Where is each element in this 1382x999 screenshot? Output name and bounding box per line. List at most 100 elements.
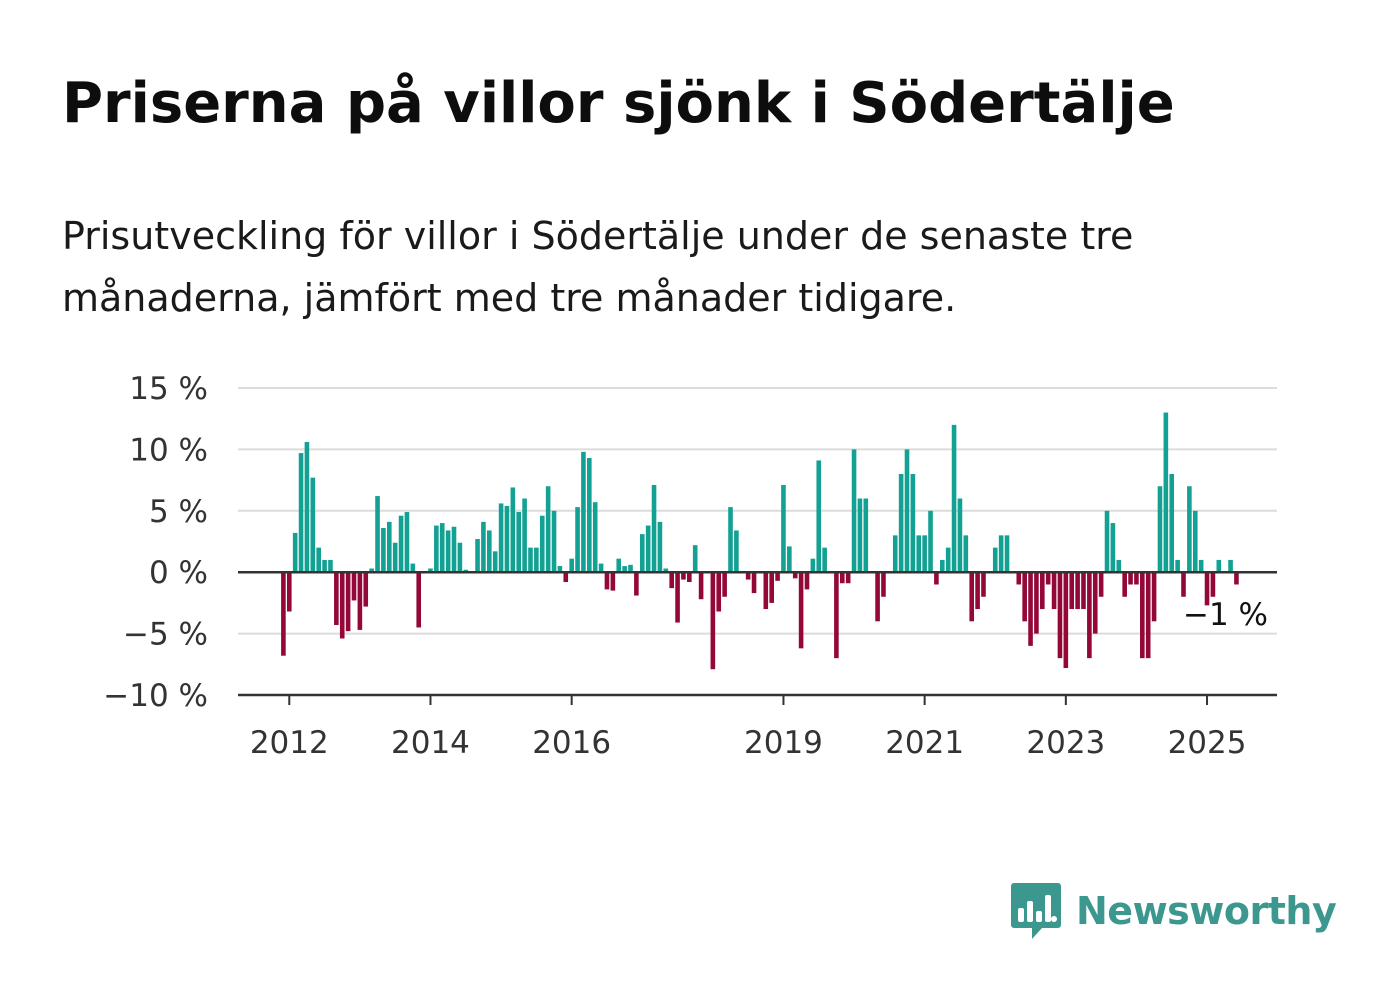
bar — [545, 486, 551, 573]
bar — [969, 572, 975, 622]
bar — [357, 572, 363, 630]
bar — [916, 535, 922, 573]
y-axis-ticks: 15 % 10 % 5 % 0 % −5 % −10 % — [103, 371, 208, 714]
bar — [316, 547, 321, 573]
bar — [734, 530, 739, 573]
bar — [781, 485, 786, 573]
bar — [839, 572, 845, 584]
bar — [1087, 572, 1092, 659]
bar — [1022, 572, 1027, 622]
bar — [728, 507, 733, 573]
bar — [975, 572, 980, 610]
newsworthy-logo: Newsworthy — [1010, 880, 1337, 942]
bar — [910, 473, 916, 573]
bar — [1204, 572, 1210, 606]
bar — [792, 572, 798, 579]
bar — [934, 572, 939, 585]
bar — [451, 526, 457, 573]
y-tick-label: 0 % — [149, 555, 208, 591]
y-tick-label: −10 % — [103, 678, 208, 714]
bar — [328, 559, 333, 573]
bar — [787, 546, 792, 573]
bar — [810, 558, 816, 573]
bar — [1228, 559, 1233, 573]
bar — [598, 563, 604, 573]
bar — [1187, 486, 1192, 573]
bar — [992, 547, 998, 573]
bar — [428, 568, 433, 573]
bar — [1151, 572, 1157, 622]
bar — [1116, 559, 1122, 573]
x-tick-label: 2021 — [885, 725, 964, 761]
bar — [851, 449, 857, 573]
last-value-label: −1 % — [1183, 597, 1268, 633]
bar — [457, 542, 463, 573]
bar — [898, 473, 904, 573]
bar — [604, 572, 610, 590]
bar — [369, 568, 374, 573]
bar — [1081, 572, 1086, 610]
bar — [769, 572, 774, 603]
bar — [1169, 473, 1175, 573]
bar — [722, 572, 727, 597]
bar — [575, 507, 580, 573]
x-axis-ticks: 2012 2014 2016 2019 2021 2023 2025 — [250, 695, 1246, 761]
bar — [587, 458, 592, 573]
bar — [1128, 572, 1133, 585]
bar — [345, 572, 351, 632]
bar — [1181, 572, 1186, 597]
bar — [816, 460, 822, 573]
bar — [763, 572, 769, 610]
x-tick-label: 2016 — [532, 725, 611, 761]
bar — [322, 559, 327, 573]
bar — [1134, 572, 1139, 585]
bar — [639, 534, 645, 573]
bar — [716, 572, 722, 612]
bar — [945, 547, 951, 573]
bar — [616, 558, 622, 573]
bar — [363, 572, 369, 607]
bar — [710, 572, 716, 670]
bar — [1104, 510, 1110, 573]
bar — [1092, 572, 1098, 634]
bar — [951, 424, 957, 573]
bar — [1140, 572, 1145, 659]
y-tick-label: −5 % — [123, 617, 208, 653]
bar — [1034, 572, 1039, 634]
brand-name: Newsworthy — [1076, 889, 1337, 933]
bar — [1045, 572, 1051, 585]
bar — [375, 496, 380, 573]
bar — [386, 521, 392, 573]
bar — [857, 498, 863, 573]
bar — [834, 572, 839, 659]
gridlines — [238, 387, 1277, 635]
bar — [310, 477, 316, 573]
bar — [698, 572, 704, 600]
bar — [1075, 572, 1080, 610]
bar — [557, 566, 563, 573]
bar — [1069, 572, 1075, 610]
bar — [434, 525, 439, 573]
bar — [922, 535, 927, 573]
bar — [822, 547, 827, 573]
axes — [238, 570, 1277, 697]
bar — [1016, 572, 1022, 585]
bar — [1028, 572, 1033, 646]
bar — [1198, 559, 1204, 573]
bar — [304, 442, 310, 573]
bar — [1004, 535, 1010, 573]
bar — [663, 568, 669, 573]
bar — [481, 521, 486, 573]
bar — [681, 572, 686, 580]
bar — [651, 485, 657, 573]
x-tick-label: 2012 — [250, 725, 329, 761]
bar — [657, 521, 663, 573]
y-tick-label: 5 % — [149, 494, 208, 530]
bar — [745, 572, 751, 580]
bar — [351, 572, 357, 601]
bar — [687, 572, 692, 583]
bar — [940, 559, 945, 573]
bar — [628, 564, 633, 573]
bar — [1145, 572, 1151, 659]
bar — [498, 503, 504, 573]
